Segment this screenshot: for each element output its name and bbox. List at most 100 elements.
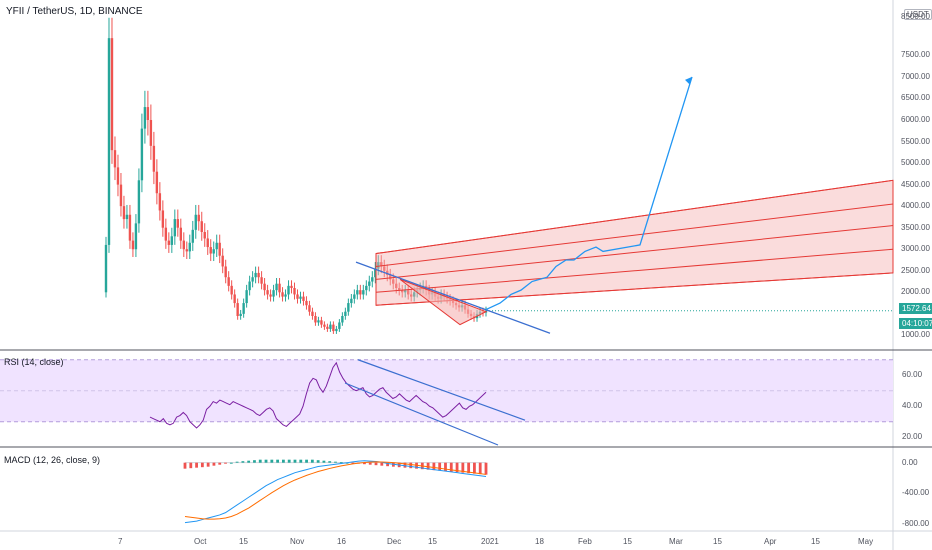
candle <box>149 120 153 146</box>
time-tick-label: Feb <box>578 537 592 546</box>
macd-histogram-bar <box>426 462 430 470</box>
candle <box>266 290 269 295</box>
macd-histogram-bar <box>189 462 193 469</box>
price-tick-label: 5500.00 <box>901 136 930 146</box>
candle <box>383 266 386 271</box>
candle <box>323 324 326 327</box>
currency-badge[interactable]: USDT <box>904 9 932 20</box>
macd-histogram-bar <box>386 462 389 467</box>
candle <box>161 210 165 228</box>
candle <box>206 238 209 248</box>
breakout-wedge <box>399 278 488 326</box>
macd-tick-label: -400.00 <box>902 488 930 498</box>
candle <box>224 266 227 278</box>
time-tick-label: Dec <box>387 537 402 546</box>
rsi-line <box>149 361 487 429</box>
time-tick-label: 15 <box>713 537 722 546</box>
candle <box>227 277 230 286</box>
candle <box>197 214 200 222</box>
macd-histogram-bar <box>218 462 222 465</box>
macd-histogram-bar <box>374 462 378 466</box>
price-tick-label: 6500.00 <box>901 93 930 103</box>
candle <box>392 279 395 284</box>
time-tick-label: Nov <box>290 537 305 546</box>
macd-histogram-bar <box>449 462 453 472</box>
candle <box>362 290 365 295</box>
candle <box>113 150 117 168</box>
candle <box>131 240 135 250</box>
macd-histogram-bar <box>322 460 326 463</box>
channel-line <box>375 225 894 280</box>
macd-histogram-bar <box>444 462 447 472</box>
macd-histogram-bar <box>293 459 297 463</box>
candle <box>104 244 108 293</box>
macd-histogram-bar <box>229 462 233 464</box>
candle <box>407 290 410 295</box>
macd-histogram-bar <box>363 462 366 465</box>
time-tick-label: 15 <box>428 537 437 546</box>
candle <box>308 305 311 312</box>
candle <box>215 242 218 250</box>
candle <box>314 316 317 323</box>
price-tick-label: 2500.00 <box>901 265 930 275</box>
price-tick-label: 2000.00 <box>901 287 930 297</box>
candle <box>167 240 171 245</box>
macd-histogram-bar <box>195 462 198 468</box>
candle <box>185 249 188 252</box>
price-tick-label: 6000.00 <box>901 115 930 124</box>
candle <box>248 281 251 291</box>
time-tick-label: Apr <box>764 537 777 546</box>
candle <box>140 128 144 181</box>
signal-line <box>184 461 487 520</box>
candle <box>409 294 413 297</box>
rsi-tick-label: 20.00 <box>902 432 923 442</box>
candle <box>182 240 185 250</box>
candle <box>296 294 299 299</box>
candle <box>146 107 150 120</box>
candle <box>359 290 362 295</box>
time-tick-label: 2021 <box>481 537 499 546</box>
candle <box>332 324 335 332</box>
candle <box>260 277 263 284</box>
macd-histogram-bar <box>438 462 442 471</box>
candle <box>254 272 257 278</box>
candle <box>164 227 168 241</box>
rsi-tick-label: 40.00 <box>902 401 923 411</box>
macd-histogram-bar <box>305 459 308 463</box>
candle <box>107 38 111 245</box>
candle <box>353 294 356 299</box>
candle <box>341 316 344 323</box>
macd-tick-label: -800.00 <box>902 519 930 529</box>
macd-histogram-bar <box>299 459 303 463</box>
macd-histogram-bar <box>409 462 413 469</box>
candle <box>212 249 215 254</box>
macd-histogram-bar <box>467 462 471 474</box>
macd-histogram-bar <box>212 462 216 466</box>
candle <box>317 320 320 323</box>
candle <box>347 303 350 312</box>
forecast-path <box>485 76 693 311</box>
candle <box>116 167 120 185</box>
candle <box>305 300 308 306</box>
symbol-title: YFII / TetherUS, 1D, BINANCE <box>6 6 143 17</box>
candle <box>287 285 290 295</box>
candle <box>251 277 254 282</box>
macd-tick-label: 0.00 <box>902 457 918 467</box>
macd-histogram-bar <box>235 461 239 463</box>
macd-histogram-bar <box>334 461 337 463</box>
candle <box>245 290 248 304</box>
candle <box>320 320 323 325</box>
candle <box>173 219 177 237</box>
price-tick-label: 7500.00 <box>901 50 930 60</box>
candle <box>200 221 203 232</box>
price-tick-label: 1000.00 <box>901 330 930 340</box>
candle <box>137 180 141 224</box>
candle <box>365 285 368 291</box>
price-tick-label: 4500.00 <box>901 179 930 189</box>
candle <box>293 288 296 295</box>
candle <box>128 214 132 241</box>
macd-histogram-bar <box>368 462 372 465</box>
candle <box>269 294 272 297</box>
macd-histogram-bar <box>276 459 280 463</box>
